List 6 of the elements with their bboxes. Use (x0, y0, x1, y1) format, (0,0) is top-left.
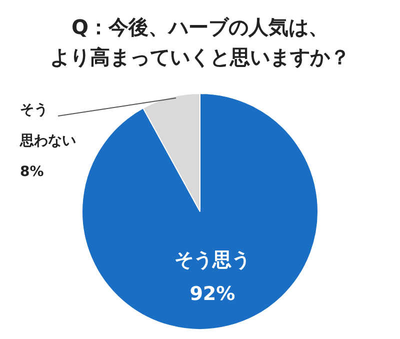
pie-slice (82, 93, 318, 330)
slice-label: そう思わない (19, 102, 76, 149)
data-label: 92% (190, 282, 236, 305)
chart-title: Q：今後、ハーブの人気は、より高まっていくと思いますか？ (50, 15, 350, 69)
slice-label: そう思う (174, 248, 250, 271)
data-label: 8% (20, 164, 44, 180)
